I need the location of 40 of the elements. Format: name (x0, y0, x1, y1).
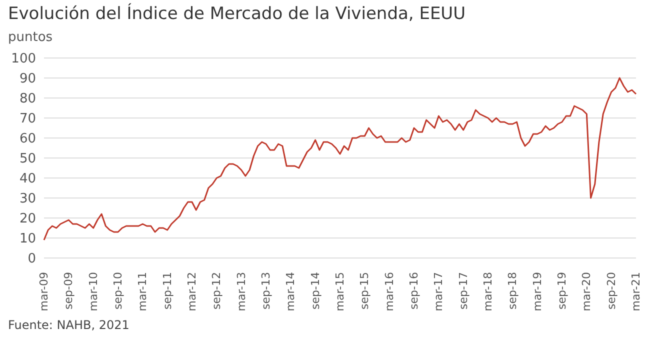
x-tick-label: mar-20 (580, 272, 594, 312)
line-series (43, 77, 637, 241)
x-tick-label: sep-15 (358, 272, 372, 310)
y-tick-label: 10 (19, 232, 36, 247)
x-tick-label: mar-19 (530, 272, 544, 312)
x-tick-label: mar-14 (284, 272, 298, 312)
chart-subtitle: puntos (8, 30, 53, 45)
x-tick-label: mar-21 (630, 272, 642, 312)
x-tick-label: sep-17 (456, 272, 470, 310)
y-tick-label: 90 (19, 72, 36, 87)
x-tick-label: mar-12 (186, 272, 198, 312)
x-tick-label: sep-19 (556, 272, 568, 310)
x-tick-label: sep-18 (506, 272, 520, 310)
y-tick-label: 0 (28, 252, 36, 267)
x-tick-label: mar-17 (432, 272, 446, 312)
x-tick-label: mar-18 (482, 272, 494, 312)
x-tick-label: sep-14 (308, 272, 322, 310)
y-tick-label: 40 (19, 172, 36, 187)
y-tick-label: 60 (19, 132, 36, 147)
x-tick-label: sep-10 (112, 272, 124, 310)
x-tick-label: sep-11 (160, 272, 174, 310)
y-tick-label: 30 (19, 192, 36, 207)
y-tick-label: 100 (11, 52, 36, 67)
x-tick-label: mar-09 (38, 272, 50, 312)
x-tick-label: sep-20 (604, 272, 618, 310)
source-note: Fuente: NAHB, 2021 (8, 318, 130, 332)
y-tick-label: 20 (19, 212, 36, 227)
x-tick-label: sep-16 (408, 272, 420, 310)
x-tick-label: sep-12 (210, 272, 224, 310)
x-tick-label: mar-10 (86, 272, 100, 312)
x-tick-label: sep-09 (62, 272, 76, 310)
y-tick-label: 70 (19, 112, 36, 127)
x-tick-label: mar-15 (334, 272, 346, 312)
y-tick-label: 50 (19, 152, 36, 167)
y-tick-label: 80 (19, 92, 36, 107)
x-tick-label: mar-16 (382, 272, 396, 312)
x-tick-label: sep-13 (260, 272, 272, 310)
x-tick-label: mar-11 (136, 272, 150, 312)
x-tick-label: mar-13 (234, 272, 248, 312)
chart-title: Evolución del Índice de Mercado de la Vivienda, EEUU (8, 4, 466, 24)
